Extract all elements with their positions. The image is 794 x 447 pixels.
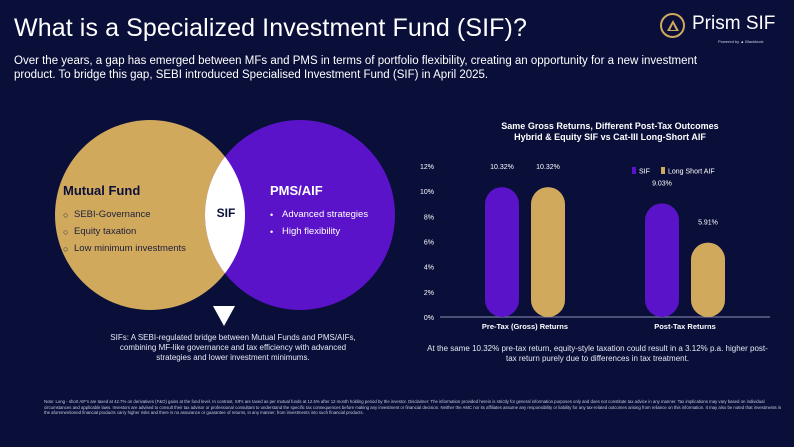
- list-item: • High flexibility: [270, 226, 341, 237]
- bar: [531, 187, 565, 317]
- bar: [691, 242, 725, 317]
- sif-description: SIFs: A SEBI-regulated bridge between Mu…: [110, 333, 356, 362]
- footnote: Note: Long - short AIF's are taxed at 42…: [44, 399, 782, 416]
- down-arrow-icon: [213, 306, 235, 326]
- y-tick-label: 6%: [424, 240, 434, 247]
- bullet-icon: ○: [63, 226, 69, 237]
- brand-tagline: Powered by ▲ Blackbuck: [718, 39, 764, 44]
- legend-swatch: [661, 167, 665, 174]
- list-item: ○ Equity taxation: [63, 226, 137, 237]
- list-item: • Advanced strategies: [270, 209, 369, 220]
- bullet-icon: •: [270, 209, 274, 220]
- sif-label: SIF: [216, 206, 236, 220]
- data-label: 10.32%: [490, 164, 514, 171]
- pms-aif-list: • Advanced strategies • High flexibility: [270, 206, 368, 240]
- bullet-icon: ○: [63, 209, 69, 220]
- list-item: ○ SEBI-Governance: [63, 209, 151, 220]
- page-title: What is a Specialized Investment Fund (S…: [14, 14, 527, 42]
- legend-label: SIF: [639, 169, 650, 176]
- pms-aif-circle: [205, 120, 395, 310]
- page-subtitle: Over the years, a gap has emerged betwee…: [14, 55, 698, 81]
- brand-name: Prism SIF: [692, 13, 776, 34]
- y-tick-label: 2%: [424, 290, 434, 297]
- data-label: 5.91%: [698, 220, 718, 227]
- bullet-icon: ○: [63, 243, 69, 254]
- legend-label: Long Short AIF: [668, 169, 715, 176]
- x-tick-label: Post-Tax Returns: [654, 322, 716, 331]
- mutual-fund-title: Mutual Fund: [63, 183, 141, 198]
- data-label: 9.03%: [652, 180, 672, 187]
- chart-title: Same Gross Returns, Different Post-Tax O…: [501, 121, 719, 142]
- venn-diagram: [55, 115, 405, 315]
- y-tick-label: 10%: [420, 189, 434, 196]
- y-tick-label: 0%: [424, 315, 434, 322]
- bullet-icon: •: [270, 226, 274, 237]
- bar: [645, 203, 679, 317]
- pms-aif-title: PMS/AIF: [270, 183, 323, 198]
- legend-swatch: [632, 167, 636, 174]
- mutual-fund-list: ○ SEBI-Governance ○ Equity taxation ○ Low m…: [63, 206, 186, 257]
- chart-note: At the same 10.32% pre-tax return, equit…: [427, 344, 768, 363]
- bar-chart: 0% 2% 4% 6% 8% 10% 12% 10.32% 10.32% Pre-Tax (Gro…: [420, 164, 770, 331]
- y-tick-label: 12%: [420, 164, 434, 171]
- prism-logo-icon: [660, 13, 685, 38]
- mutual-fund-circle: [55, 120, 245, 310]
- brand-logo: Prism SIF Powered by ▲ Blackbuck: [660, 12, 786, 46]
- y-tick-label: 4%: [424, 265, 434, 272]
- data-label: 10.32%: [536, 164, 560, 171]
- y-tick-label: 8%: [424, 214, 434, 221]
- list-item: ○ Low minimum investments: [63, 243, 186, 254]
- bar: [485, 187, 519, 317]
- x-tick-label: Pre-Tax (Gross) Returns: [482, 322, 568, 331]
